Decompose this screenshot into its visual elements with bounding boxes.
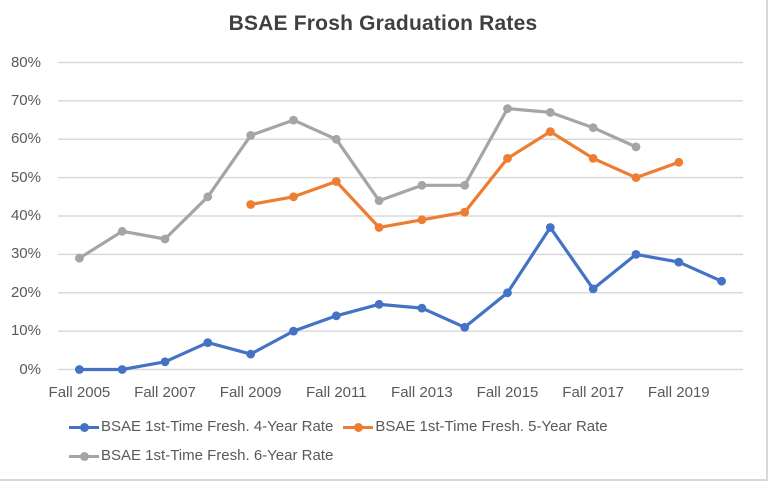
data-point-marker (203, 192, 213, 202)
data-point-marker (117, 365, 127, 374)
x-axis-tick-label: Fall 2019 (647, 384, 710, 401)
data-point-marker (588, 284, 598, 294)
data-point-marker (160, 234, 170, 244)
y-axis-tick-label: 0% (19, 360, 41, 378)
chart-legend: BSAE 1st-Time Fresh. 4-Year Rate BSAE 1s… (69, 417, 697, 466)
x-axis-tick-label: Fall 2011 (305, 384, 367, 401)
legend-5-year-line-marker-icon (343, 422, 374, 432)
y-axis-tick-label: 20% (10, 283, 41, 301)
data-point-marker (417, 303, 427, 313)
data-point-marker (374, 223, 384, 232)
data-point-marker (503, 104, 512, 113)
x-axis-tick-label: Fall 2009 (219, 384, 282, 401)
y-axis-tick-label: 40% (10, 207, 41, 224)
data-point-marker (160, 357, 170, 367)
data-point-marker (374, 299, 384, 309)
legend-6-year-line-marker-icon (69, 451, 99, 461)
data-point-marker (631, 173, 641, 183)
legend-4-year-line-marker-icon (69, 422, 99, 432)
data-point-marker (588, 123, 598, 133)
legend-item-5-year-rate: BSAE 1st-Time Fresh. 5-Year Rate (343, 417, 608, 437)
legend-label-5-year-rate: BSAE 1st-Time Fresh. 5-Year Rate (375, 418, 608, 435)
data-point-marker (460, 180, 470, 190)
data-point-marker (674, 157, 684, 167)
x-axis-tick-label: Fall 2013 (391, 384, 453, 401)
legend-item-4-year-rate: BSAE 1st-Time Fresh. 4-Year Rate (69, 417, 333, 437)
data-point-marker (289, 192, 298, 202)
x-axis-tick-label: Fall 2015 (476, 384, 539, 401)
data-point-marker (503, 154, 512, 163)
legend-item-6-year-rate: BSAE 1st-Time Fresh. 6-Year Rate (69, 446, 333, 466)
x-axis-tick-label: Fall 2005 (48, 384, 111, 401)
data-point-marker (117, 226, 127, 236)
data-point-marker (545, 127, 555, 136)
data-point-marker (75, 253, 84, 263)
data-point-marker (631, 250, 641, 259)
y-axis-tick-label: 70% (10, 91, 41, 109)
data-point-marker (460, 207, 470, 217)
data-point-marker (545, 108, 555, 117)
y-axis-tick-label: 30% (10, 245, 41, 263)
legend-label-4-year-rate: BSAE 1st-Time Fresh. 4-Year Rate (101, 418, 334, 435)
data-point-marker (374, 196, 384, 206)
data-point-marker (289, 326, 298, 336)
series-line-0 (77, 225, 724, 372)
x-axis-tick-label: Fall 2017 (562, 384, 625, 401)
legend-label-6-year-rate: BSAE 1st-Time Fresh. 6-Year Rate (101, 447, 334, 464)
y-axis-tick-label: 10% (10, 322, 41, 340)
data-point-marker (331, 177, 341, 186)
data-point-marker (246, 349, 256, 359)
data-point-marker (331, 134, 341, 144)
data-point-marker (631, 142, 641, 152)
data-point-marker (417, 180, 427, 190)
data-point-marker (503, 288, 512, 298)
x-axis-tick-label: Fall 2007 (134, 384, 196, 401)
data-point-marker (246, 131, 256, 140)
y-axis-tick-label: 60% (10, 130, 41, 148)
data-point-marker (674, 257, 684, 267)
data-point-marker (588, 154, 598, 163)
series-line-2 (77, 107, 638, 260)
data-point-marker (203, 338, 213, 347)
data-point-marker (331, 311, 341, 321)
data-point-marker (289, 115, 298, 125)
chart-title: BSAE Frosh Graduation Rates (228, 12, 538, 35)
y-axis-tick-label: 80% (10, 53, 41, 71)
data-point-marker (545, 223, 555, 232)
data-point-marker (717, 276, 726, 286)
data-point-marker (417, 215, 427, 225)
data-point-marker (460, 322, 470, 332)
data-point-marker (246, 200, 256, 209)
y-axis-tick-label: 50% (10, 168, 41, 186)
data-point-marker (75, 365, 84, 374)
